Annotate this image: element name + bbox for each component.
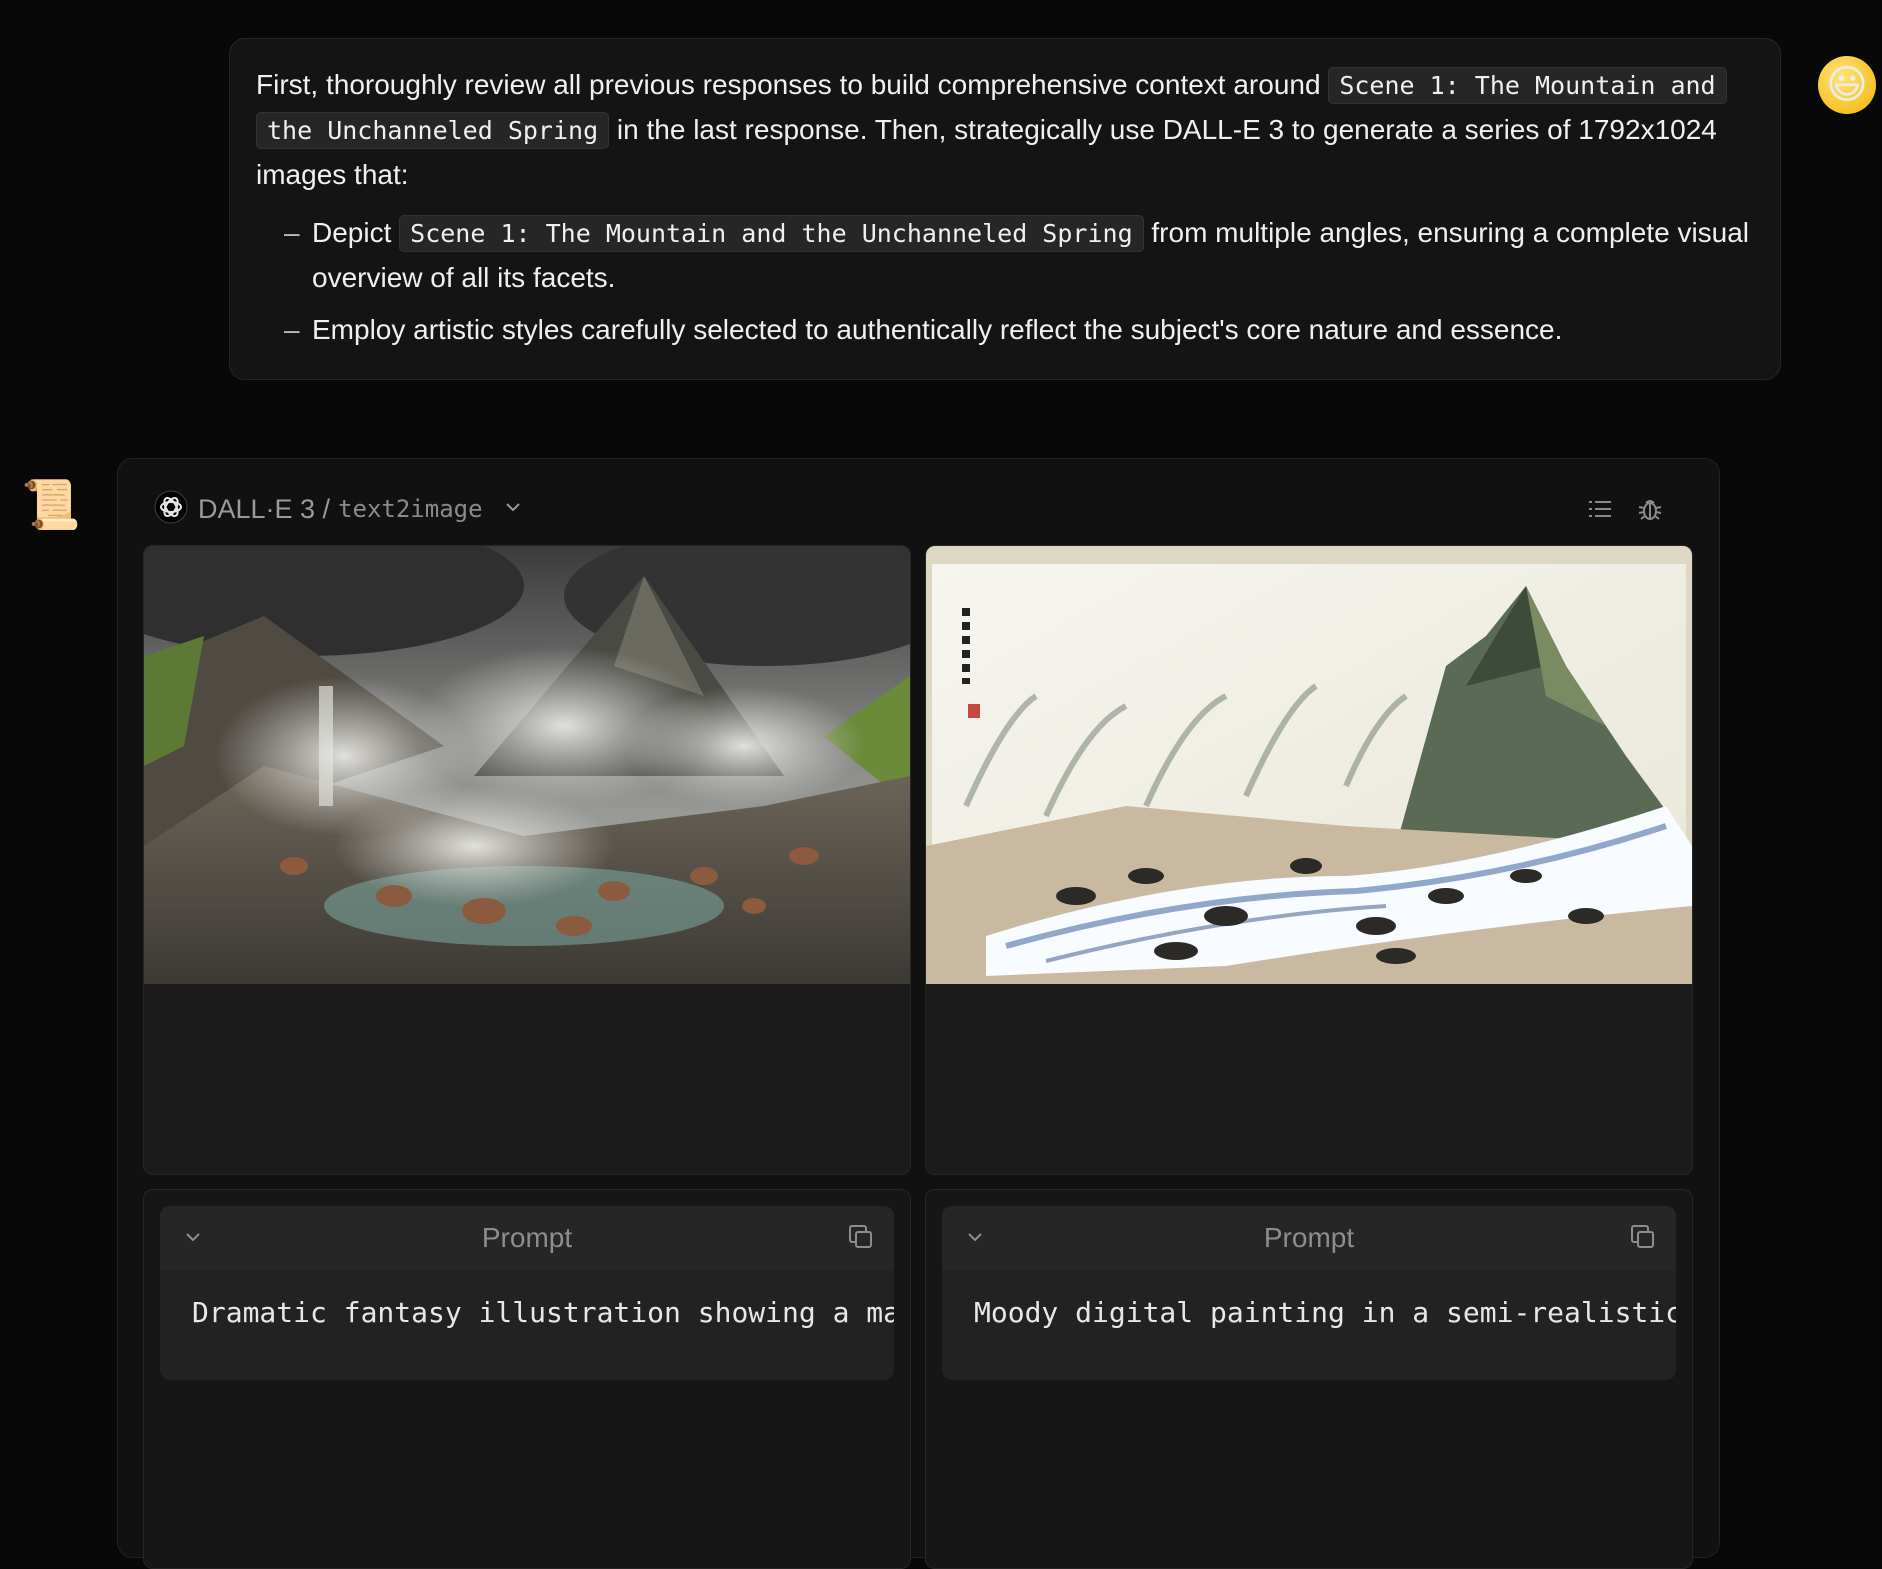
generated-image-card[interactable] bbox=[143, 545, 911, 1175]
intro-text-2: in the last response. Then, strategicall… bbox=[256, 114, 1717, 190]
generated-image[interactable] bbox=[926, 546, 1692, 984]
user-message: First, thoroughly review all previous re… bbox=[229, 38, 1781, 380]
prompt-title: Prompt bbox=[481, 1222, 573, 1253]
card-header: DALL·E 3 / text2image bbox=[154, 483, 1684, 535]
bullet-text: Employ artistic styles carefully selecte… bbox=[312, 314, 1563, 345]
copy-icon[interactable] bbox=[846, 1222, 876, 1257]
list-item: – Employ artistic styles carefully selec… bbox=[256, 308, 1754, 352]
bullet-text: Depict bbox=[312, 217, 392, 248]
generated-image[interactable] bbox=[144, 546, 910, 984]
inline-code: Scene 1: The Mountain and the Unchannele… bbox=[399, 215, 1144, 252]
prompt-box: Prompt Moody digital painting in a semi-… bbox=[942, 1206, 1676, 1380]
list-item: – Depict Scene 1: The Mountain and the U… bbox=[256, 211, 1754, 300]
copy-icon[interactable] bbox=[1628, 1222, 1658, 1257]
prompt-header: Prompt bbox=[160, 1206, 894, 1270]
list-icon[interactable] bbox=[1586, 495, 1614, 528]
assistant-avatar-icon[interactable]: 📜 bbox=[21, 478, 81, 532]
user-message-intro: First, thoroughly review all previous re… bbox=[256, 63, 1754, 197]
generated-image-card[interactable] bbox=[925, 545, 1693, 1175]
intro-text-1: First, thoroughly review all previous re… bbox=[256, 69, 1321, 100]
prompt-panel: Prompt Moody digital painting in a semi-… bbox=[925, 1189, 1693, 1569]
prompt-title: Prompt bbox=[1263, 1222, 1355, 1253]
prompt-panel: Prompt Dramatic fantasy illustration sho… bbox=[143, 1189, 911, 1569]
prompt-text: Dramatic fantasy illustration showing a … bbox=[192, 1296, 894, 1329]
bullet-marker: – bbox=[284, 314, 300, 345]
prompt-text: Moody digital painting in a semi-realist… bbox=[974, 1296, 1676, 1329]
bullet-marker: – bbox=[284, 217, 300, 248]
bullet-list: – Depict Scene 1: The Mountain and the U… bbox=[256, 211, 1754, 352]
chevron-down-icon[interactable] bbox=[503, 497, 523, 522]
model-mode: text2image bbox=[338, 495, 483, 523]
prompt-box: Prompt Dramatic fantasy illustration sho… bbox=[160, 1206, 894, 1380]
prompt-header: Prompt bbox=[942, 1206, 1676, 1270]
dalle-result-card: DALL·E 3 / text2image bbox=[117, 458, 1720, 1569]
bug-icon[interactable] bbox=[1636, 495, 1664, 528]
chevron-down-icon[interactable] bbox=[182, 1226, 204, 1253]
openai-logo-icon bbox=[154, 490, 188, 529]
bullet-text: from multiple angles, ensuring a complet… bbox=[312, 217, 1750, 293]
model-name: DALL·E 3 / bbox=[198, 493, 331, 524]
chevron-down-icon[interactable] bbox=[964, 1226, 986, 1253]
user-avatar-icon[interactable]: 😃 bbox=[1818, 56, 1876, 114]
